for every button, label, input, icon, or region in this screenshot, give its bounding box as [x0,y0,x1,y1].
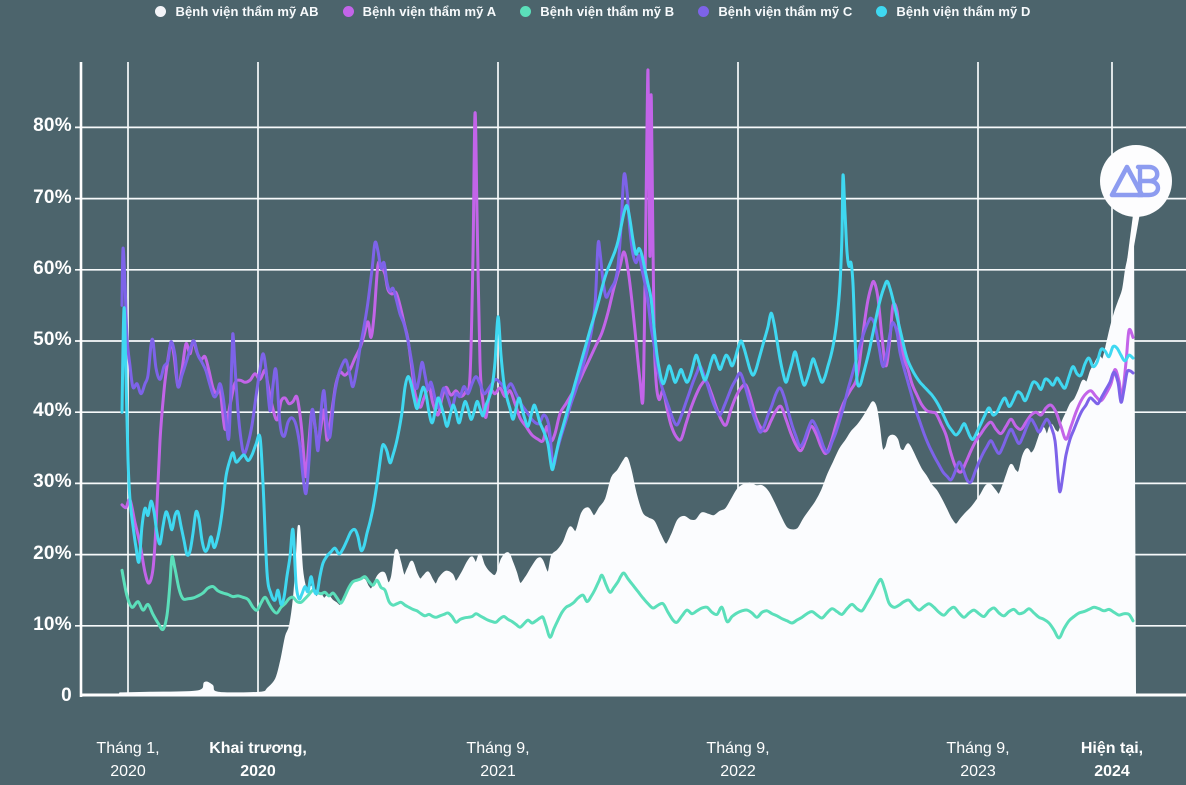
y-tick-label: 70% [33,186,72,208]
legend-label: Bệnh viện thẩm mỹ A [362,4,497,19]
legend-label: Bệnh viện thẩm mỹ AB [175,4,319,19]
badge-stem [1127,211,1140,263]
y-tick-label: 20% [33,542,72,564]
x-tick-line1: Tháng 9, [946,740,1010,757]
x-tick-line2: 2021 [480,763,516,780]
legend-item-AB[interactable]: Bệnh viện thẩm mỹ AB [155,4,318,19]
x-tick-label: Khai trương, 2020 [178,737,338,783]
legend-item-C[interactable]: Bệnh viện thẩm mỹ C [698,4,852,19]
x-tick-line1: Khai trương, [209,740,307,757]
x-tick-line2: 2024 [1094,763,1130,780]
legend-dot-icon [155,6,167,17]
series-line-A [120,68,1135,585]
series-line-C [120,172,1135,496]
x-tick-label: Tháng 9, 2021 [418,737,578,783]
legend-dot-icon [342,6,354,17]
legend-item-D[interactable]: Bệnh viện thẩm mỹ D [876,4,1030,19]
x-tick-label: Tháng 9, 2023 [898,737,1058,783]
x-tick-label: Hiện tại, 2024 [1032,737,1186,783]
x-tick-line1: Tháng 9, [466,740,530,757]
legend-item-B[interactable]: Bệnh viện thẩm mỹ B [520,4,674,19]
y-tick-label: 40% [33,400,72,422]
badge-logo-A-icon [1109,164,1145,198]
series-line-D [120,173,1135,607]
legend-item-A[interactable]: Bệnh viện thẩm mỹ A [342,4,497,19]
x-tick-line2: 2020 [240,763,276,780]
legend-dot-icon [520,6,532,17]
badge-logo-B-icon [1135,164,1161,198]
x-tick-line2: 2020 [110,763,146,780]
legend-dot-icon [876,6,888,17]
y-tick-label: 80% [33,115,72,137]
y-tick-label: 10% [33,613,72,635]
legend-label: Bệnh viện thẩm mỹ C [718,4,853,19]
legend: Bệnh viện thẩm mỹ AB Bệnh viện thẩm mỹ A B… [0,4,1186,19]
x-tick-line1: Tháng 1, [96,740,160,757]
y-tick-label: 60% [33,257,72,279]
x-tick-label: Tháng 1, 2020 [48,737,208,783]
series-line-B [120,554,1135,640]
y-tick-label: 0 [61,685,72,706]
x-tick-line1: Tháng 9, [706,740,770,757]
legend-label: Bệnh viện thẩm mỹ B [540,4,675,19]
y-tick-label: 50% [33,329,72,350]
y-tick-label: 30% [33,471,72,493]
x-tick-line2: 2022 [720,763,756,780]
legend-label: Bệnh viện thẩm mỹ D [896,4,1031,19]
x-tick-line1: Hiện tại, [1080,740,1144,757]
x-tick-line2: 2023 [960,763,996,780]
legend-dot-icon [698,6,710,17]
x-tick-label: Tháng 9, 2022 [658,737,818,783]
